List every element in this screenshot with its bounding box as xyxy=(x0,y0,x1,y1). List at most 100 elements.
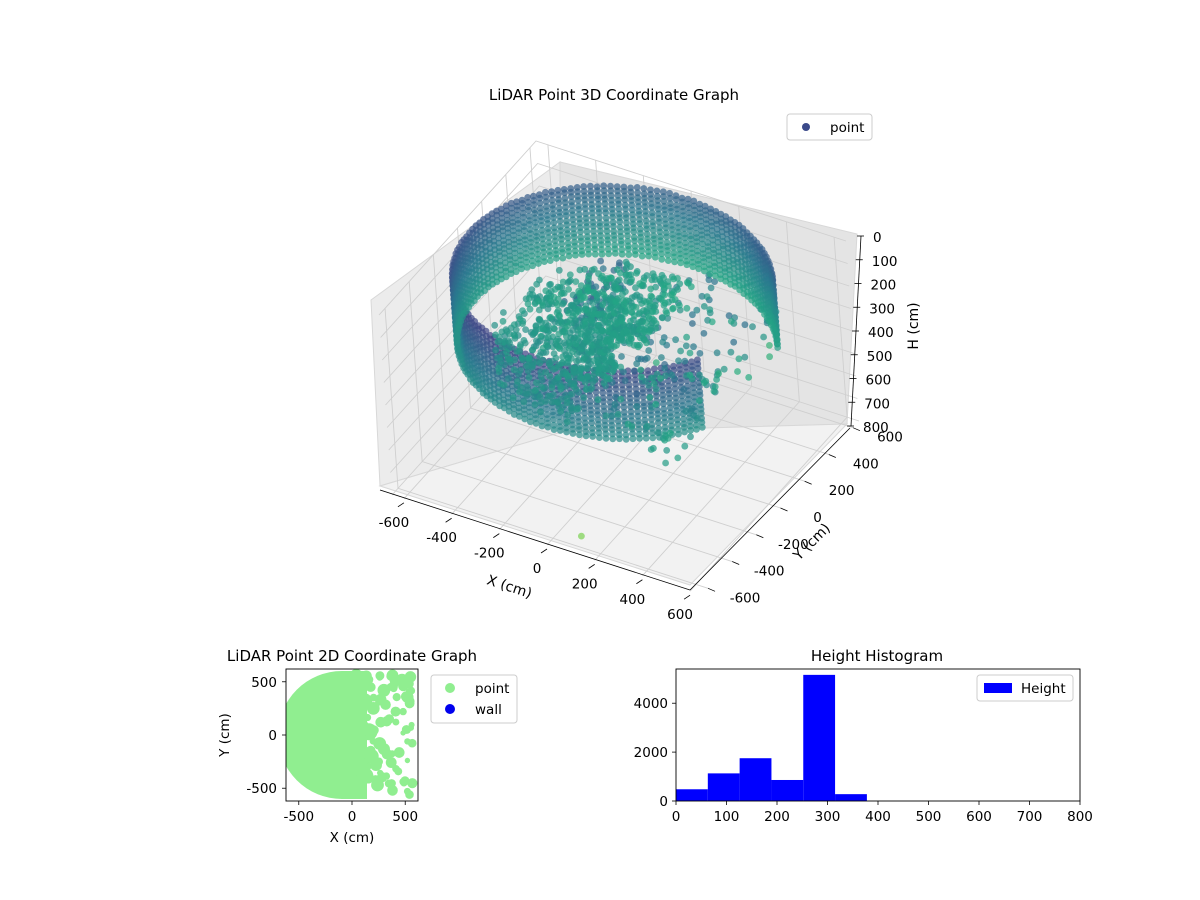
chart-3d: LiDAR Point 3D Coordinate Graph -600 -400… xyxy=(370,86,922,623)
point-3d xyxy=(516,315,524,323)
point-3d xyxy=(561,189,568,197)
point-3d xyxy=(569,430,577,437)
point-3d xyxy=(701,267,708,275)
point-3d xyxy=(658,255,666,263)
point-3d xyxy=(766,342,773,349)
axis-y-tick-mark xyxy=(804,480,812,485)
point-3d xyxy=(525,354,533,362)
point-3d xyxy=(526,230,534,237)
point-3d xyxy=(581,378,589,386)
point-3d xyxy=(672,196,680,203)
point-3d xyxy=(534,250,542,258)
point-3d xyxy=(632,303,640,311)
point-3d xyxy=(646,300,654,307)
point-3d xyxy=(520,213,527,221)
point-3d xyxy=(635,211,643,218)
point-3d xyxy=(700,258,708,266)
point-3d xyxy=(543,405,551,413)
point-3d xyxy=(536,194,544,202)
point-3d xyxy=(612,385,620,393)
point-3d xyxy=(608,412,616,420)
point-3d xyxy=(690,343,697,351)
point-3d xyxy=(511,249,519,257)
point-3d xyxy=(697,217,705,225)
point-3d xyxy=(749,323,756,331)
point-3d xyxy=(676,280,684,288)
point-3d xyxy=(666,429,674,437)
point-3d xyxy=(675,430,682,438)
point-3d xyxy=(680,386,688,393)
point-3d xyxy=(633,269,640,277)
axis-z-tick-label: 700 xyxy=(864,396,890,412)
point-3d xyxy=(636,341,643,349)
point-3d xyxy=(492,346,500,354)
legend-3d-frame xyxy=(786,113,873,141)
legend-histogram: Height xyxy=(976,674,1074,702)
point-3d xyxy=(550,324,558,332)
point-3d xyxy=(589,433,597,440)
point-3d xyxy=(507,270,515,277)
point-3d xyxy=(617,269,624,277)
point-3d xyxy=(632,251,639,258)
point-3d xyxy=(658,250,665,258)
point-3d xyxy=(584,284,592,291)
point-3d xyxy=(560,299,567,307)
point-3d xyxy=(647,285,655,293)
point-3d xyxy=(647,195,655,203)
points-2d xyxy=(286,669,418,799)
point-3d xyxy=(640,277,648,285)
point-3d xyxy=(647,321,655,329)
axis-x-tick-label: -400 xyxy=(426,530,457,546)
legend-histogram-swatch xyxy=(984,683,1012,693)
point-3d xyxy=(698,419,706,426)
point-3d xyxy=(761,259,769,267)
axis-y-tick-label: 600 xyxy=(877,430,903,446)
point-3d xyxy=(668,371,676,379)
point-3d xyxy=(556,345,563,352)
point-3d xyxy=(662,372,669,380)
point-3d xyxy=(650,273,658,280)
point-3d xyxy=(563,395,571,402)
point-3d xyxy=(700,379,708,387)
axis-2d-x-tick-label: 500 xyxy=(392,809,418,825)
point-3d xyxy=(648,204,656,211)
point-3d xyxy=(622,258,630,266)
axis-z-label: H (cm) xyxy=(906,302,922,349)
point-3d xyxy=(671,385,679,392)
point-3d xyxy=(548,384,556,392)
point-2d xyxy=(363,713,372,722)
histogram-bar xyxy=(771,779,804,801)
histogram-y-tick-label: 0 xyxy=(659,794,668,810)
points-3d xyxy=(448,182,782,540)
point-3d xyxy=(772,308,780,315)
point-3d xyxy=(653,392,660,400)
axis-y-tick-mark xyxy=(707,587,716,592)
point-3d xyxy=(643,225,651,233)
point-3d xyxy=(621,377,629,385)
point-3d xyxy=(500,309,507,316)
legend-2d: point wall xyxy=(430,674,518,724)
point-3d xyxy=(583,228,591,236)
point-3d xyxy=(627,403,634,411)
axis-ticks-2d: -500 0 500 -500 0 500 xyxy=(246,675,418,825)
point-3d xyxy=(591,245,599,253)
point-3d xyxy=(514,377,521,385)
point-3d xyxy=(687,427,694,434)
point-3d xyxy=(720,365,728,373)
point-2d xyxy=(360,670,372,682)
point-3d xyxy=(511,356,518,364)
point-3d xyxy=(597,257,604,265)
point-3d xyxy=(535,260,542,267)
point-2d xyxy=(407,738,417,748)
point-3d xyxy=(550,416,557,424)
axis-x-tick-mark xyxy=(445,517,452,523)
point-3d xyxy=(699,240,706,248)
point-3d xyxy=(519,204,527,212)
point-2d xyxy=(399,707,407,716)
axis-z-tick-label: 300 xyxy=(869,301,895,317)
point-3d xyxy=(601,200,609,208)
point-3d xyxy=(482,327,490,335)
point-3d xyxy=(585,250,592,258)
point-3d xyxy=(651,253,659,261)
axis-x-tick-mark xyxy=(588,564,595,569)
